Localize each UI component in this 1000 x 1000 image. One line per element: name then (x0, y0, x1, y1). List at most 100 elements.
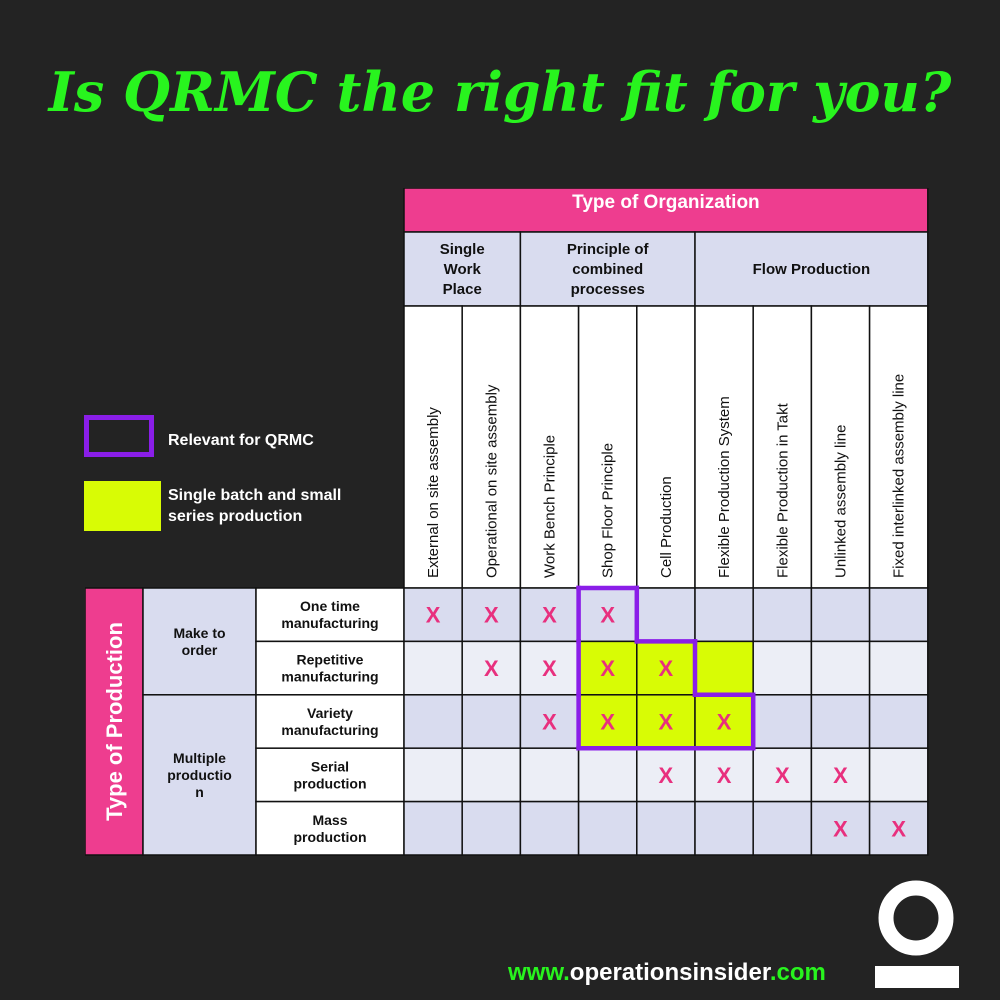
mark-x: X (484, 603, 499, 628)
matrix-cell (868, 747, 929, 803)
operations-insider-logo (870, 880, 962, 990)
matrix-cell (577, 747, 638, 803)
qrmc-matrix: Type of Organization Single Work Place Princ… (85, 188, 929, 856)
matrix-cell (519, 800, 580, 856)
matrix-cell (694, 587, 754, 643)
mark-x: X (891, 816, 906, 841)
legend-single-batch-label: Single batch and small series production (168, 487, 342, 525)
row-group-cell (142, 694, 257, 856)
column-header-label: Cell Production (658, 476, 675, 578)
matrix-cell (461, 640, 522, 696)
matrix-cell (461, 747, 522, 803)
matrix-cell (810, 587, 871, 643)
matrix-cell (810, 694, 871, 749)
matrix-cell (868, 640, 929, 696)
org-group-cell (519, 231, 696, 307)
mark-x: X (542, 710, 557, 735)
page-title: Is QRMC the right fit for you? (48, 60, 952, 124)
matrix-cell (868, 694, 929, 749)
row-label-cell (255, 694, 405, 749)
mark-x: X (833, 763, 848, 788)
column-header-cell (752, 305, 813, 589)
matrix-cell (752, 694, 813, 749)
matrix-cell (577, 587, 638, 643)
row-label-cell (255, 800, 405, 856)
matrix-cell (403, 694, 463, 749)
mark-x: X (542, 656, 557, 681)
matrix-cell (752, 640, 813, 696)
matrix-cell (403, 640, 463, 696)
matrix-cell (694, 640, 754, 696)
mark-x: X (659, 656, 674, 681)
row-label-cell (255, 747, 405, 803)
matrix-svg: Type of Organization Single Work Place Princ… (85, 188, 929, 856)
website-suffix: .com (769, 959, 826, 986)
mark-x: X (659, 710, 674, 735)
column-header-label: Shop Floor Principle (600, 443, 617, 578)
matrix-cell (752, 587, 813, 643)
production-header: Type of Production (102, 622, 127, 821)
mark-x: X (717, 710, 732, 735)
mark-x: X (542, 603, 557, 628)
column-header-label: Operational on site assembly (483, 384, 500, 578)
row-label-cell (255, 587, 405, 643)
column-header-cell (577, 305, 638, 589)
mark-x: X (833, 816, 848, 841)
legend-single-batch-swatch (84, 481, 161, 531)
website-prefix: www. (508, 959, 570, 986)
mark-x: X (659, 763, 674, 788)
matrix-cell (403, 587, 463, 643)
matrix-cell (403, 800, 463, 856)
mark-x: X (426, 603, 441, 628)
website-link[interactable]: www.operationsinsider.com (508, 959, 826, 987)
org-group-label: Single Work Place (440, 241, 485, 298)
column-header-cell (636, 305, 696, 589)
legend-relevant-label: Relevant for QRMC (168, 432, 314, 449)
matrix-cell (868, 587, 929, 643)
org-group-cell (694, 231, 929, 307)
matrix-cell (868, 800, 929, 856)
column-header-label: Flexible Production in Takt (774, 402, 791, 578)
row-label: One time manufacturing (281, 598, 378, 631)
matrix-cell (519, 587, 580, 643)
matrix-cell (461, 587, 522, 643)
matrix-cell (636, 587, 696, 643)
matrix-cell (461, 800, 522, 856)
matrix-cell (519, 747, 580, 803)
column-header-cell (868, 305, 929, 589)
matrix-cell (636, 640, 696, 696)
org-group-cell (403, 231, 522, 307)
column-header-label: Unlinked assembly line (833, 425, 850, 578)
mark-x: X (484, 656, 499, 681)
legend-relevant-swatch (84, 415, 154, 457)
row-group-label: Multiple productio n (167, 750, 232, 800)
org-group-label: Principle of combined processes (567, 241, 650, 298)
organization-header-bg (403, 188, 929, 233)
matrix-cell (577, 800, 638, 856)
column-header-label: Work Bench Principle (542, 435, 559, 578)
mark-x: X (600, 710, 615, 735)
matrix-cell (636, 694, 696, 749)
row-label: Repetitive manufacturing (281, 652, 378, 685)
row-label: Variety manufacturing (281, 705, 378, 738)
matrix-cell (461, 694, 522, 749)
mark-x: X (775, 763, 790, 788)
matrix-cell (810, 640, 871, 696)
column-header-cell (810, 305, 871, 589)
mark-x: X (717, 763, 732, 788)
org-group-label: Flow Production (753, 261, 871, 278)
mark-x: X (600, 603, 615, 628)
row-group-label: Make to order (173, 625, 225, 658)
column-header-cell (694, 305, 754, 589)
website-name: operationsinsider (569, 959, 770, 986)
matrix-cell (577, 694, 638, 749)
matrix-cell (519, 640, 580, 696)
organization-header: Type of Organization (572, 192, 760, 213)
column-header-label: Fixed interlinked assembly line (891, 374, 908, 578)
matrix-cell (810, 747, 871, 803)
column-header-cell (461, 305, 522, 589)
matrix-cell (694, 800, 754, 856)
matrix-cell (403, 747, 463, 803)
matrix-cell (636, 800, 696, 856)
matrix-cell (752, 800, 813, 856)
